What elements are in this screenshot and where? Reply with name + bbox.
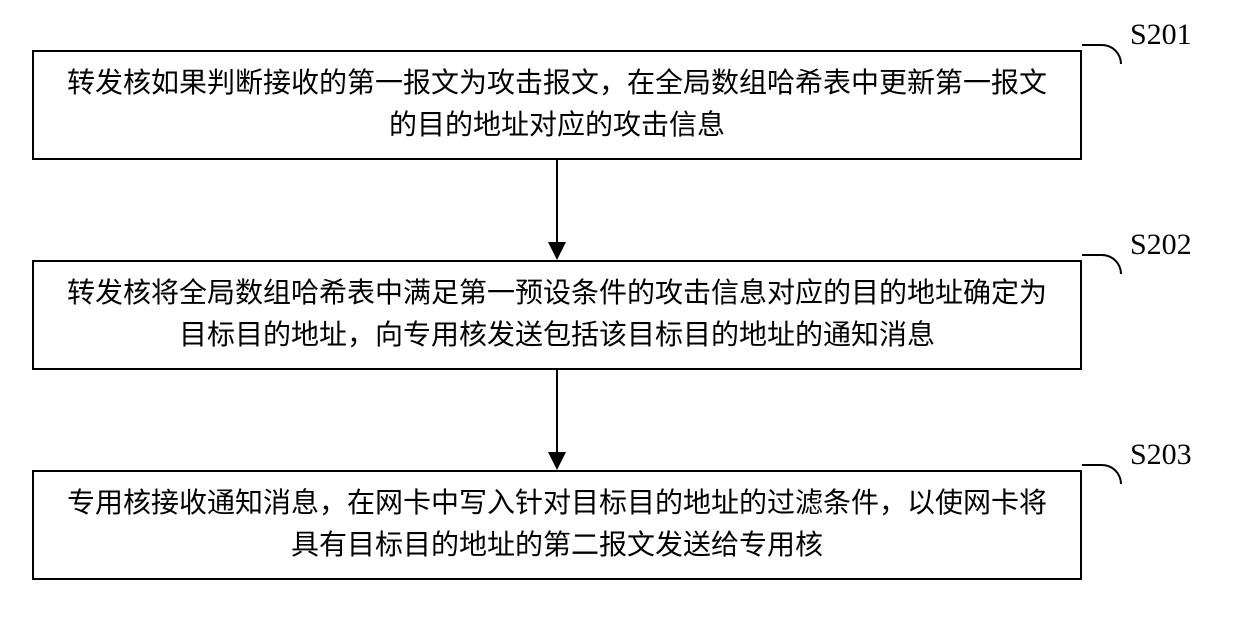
step-label-s202: S202: [1130, 228, 1192, 262]
flow-step-text: 转发核如果判断接收的第一报文为攻击报文，在全局数组哈希表中更新第一报文的目的地址…: [54, 63, 1060, 147]
label-leader-s201: [1082, 44, 1122, 64]
arrow-head-2: [548, 452, 566, 470]
flow-step-text: 专用核接收通知消息，在网卡中写入针对目标目的地址的过滤条件，以使网卡将具有目标目…: [54, 483, 1060, 567]
arrow-head-1: [548, 242, 566, 260]
flow-step-s202: 转发核将全局数组哈希表中满足第一预设条件的攻击信息对应的目的地址确定为目标目的地…: [32, 260, 1082, 370]
step-label-s201: S201: [1130, 18, 1192, 52]
flow-step-s201: 转发核如果判断接收的第一报文为攻击报文，在全局数组哈希表中更新第一报文的目的地址…: [32, 50, 1082, 160]
step-label-text: S201: [1130, 18, 1192, 51]
label-leader-s203: [1082, 464, 1122, 484]
arrow-line-2: [556, 370, 558, 452]
flow-step-s203: 专用核接收通知消息，在网卡中写入针对目标目的地址的过滤条件，以使网卡将具有目标目…: [32, 470, 1082, 580]
step-label-text: S202: [1130, 228, 1192, 261]
step-label-s203: S203: [1130, 438, 1192, 472]
arrow-line-1: [556, 160, 558, 242]
flow-step-text: 转发核将全局数组哈希表中满足第一预设条件的攻击信息对应的目的地址确定为目标目的地…: [54, 273, 1060, 357]
label-leader-s202: [1082, 254, 1122, 274]
step-label-text: S203: [1130, 438, 1192, 471]
